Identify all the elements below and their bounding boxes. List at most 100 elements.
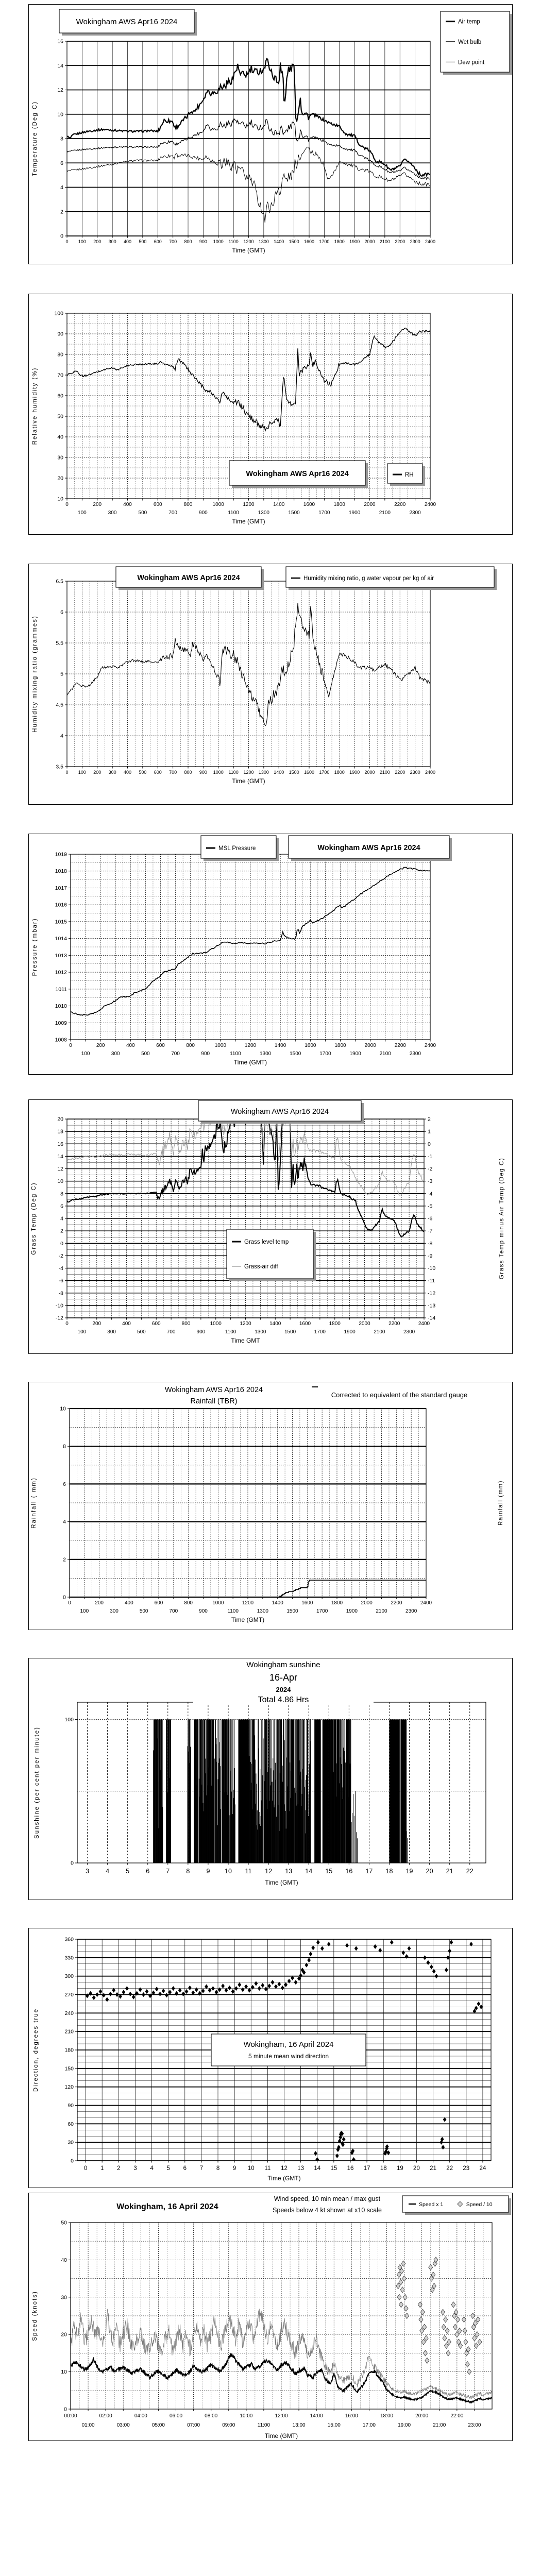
tick-label: 1400 <box>269 1321 281 1327</box>
tick-label: 500 <box>141 1051 150 1057</box>
tick-label: 14 <box>314 2165 320 2172</box>
tick-label: 6 <box>60 1203 63 1209</box>
tick-label: 330 <box>64 1955 74 1961</box>
tick-label: 2000 <box>364 239 375 244</box>
tick-label: 08:00 <box>205 2413 217 2419</box>
tick-label: 10 <box>61 2369 67 2375</box>
tick-label: 1200 <box>245 1043 257 1048</box>
chart-title-box: Corrected to equivalent of the standard … <box>331 1391 468 1399</box>
tick-label: 18 <box>57 1129 63 1135</box>
chart-title-box: Wokingham AWS Apr16 2024 Rainfall (TBR) <box>165 1386 263 1405</box>
tick-label: 700 <box>168 510 177 516</box>
y-axis-labels: 0 10 20 30 40 50 <box>61 2220 71 2413</box>
tick-label: 500 <box>139 510 147 516</box>
tick-label: 2200 <box>388 1321 400 1327</box>
tick-label: 4 <box>150 2165 154 2172</box>
tick-label: 1600 <box>304 770 314 775</box>
tick-label: 0 <box>71 2158 74 2164</box>
tick-label: 200 <box>92 1321 101 1327</box>
tick-label: 7 <box>166 1868 170 1875</box>
tick-label: 20 <box>413 2165 420 2172</box>
tick-label: 2 <box>63 1556 66 1563</box>
tick-label: 2 <box>60 209 63 215</box>
tick-label: 600 <box>156 1043 165 1048</box>
tick-label: 2200 <box>391 1600 402 1606</box>
chart-relative-humidity: 10 20 30 40 50 60 70 80 90 100 0 100 200 300 400 500 600… <box>28 294 513 535</box>
tick-label: 300 <box>109 239 116 244</box>
tick-label: 2200 <box>394 502 406 507</box>
tick-label: 100 <box>78 770 86 775</box>
tick-label: -12 <box>428 1290 435 1296</box>
x-axis-title: Time (GMT) <box>232 777 265 785</box>
chart-canvas-rain: 0246810010020030040050060070080090010001… <box>28 1382 513 1630</box>
tick-label: 13:00 <box>293 2422 306 2428</box>
x-axis-labels: 0100200300400500600700800900100011001200… <box>65 499 436 525</box>
tick-label: 8 <box>216 2165 219 2172</box>
x-axis-labels: 3 4 5 6 7 8 9 10 11 12 13 14 15 16 17 18 19 20 21 22 Time (G… <box>86 1863 474 1886</box>
tick-label: 0 <box>69 1043 72 1048</box>
tick-label: 2100 <box>376 1608 387 1614</box>
y-axis-title: Speed (knots) <box>32 2291 38 2341</box>
tick-label: 4.5 <box>56 702 63 708</box>
tick-label: 1600 <box>299 1321 311 1327</box>
chart-canvas-humidity: 1020304050607080901000100200300400500600… <box>28 294 513 535</box>
chart-title-box: Wind speed, 10 min mean / max gust Speeds… <box>273 2195 382 2214</box>
legend-box: Humidity mixing ratio, g water vapour pe… <box>285 566 497 590</box>
tick-label: 1200 <box>243 502 255 507</box>
series-10-min-mean <box>71 2352 492 2404</box>
tick-label: 1017 <box>55 885 67 891</box>
tick-label: 1700 <box>319 770 329 775</box>
tick-label: 0 <box>63 1595 66 1601</box>
tick-label: -7 <box>428 1228 432 1234</box>
tick-label: 1500 <box>289 770 299 775</box>
tick-label: 900 <box>201 1051 210 1057</box>
series-max-gust <box>71 2309 492 2399</box>
tick-label: 800 <box>186 1043 195 1048</box>
series-group <box>70 1580 426 1597</box>
tick-label: -11 <box>428 1278 435 1284</box>
legend-label: Speed / 10 <box>466 2201 493 2208</box>
tick-label: 1100 <box>227 1608 239 1614</box>
tick-label: 1600 <box>305 1043 316 1048</box>
chart-title: Wind speed, 10 min mean / max gust <box>274 2195 381 2202</box>
tick-label: 12 <box>57 87 63 93</box>
tick-label: 6 <box>60 609 63 616</box>
tick-label: 2200 <box>395 239 405 244</box>
tick-label: 300 <box>64 1973 74 1979</box>
tick-label: 400 <box>124 239 131 244</box>
series-speed-10 <box>396 2257 482 2375</box>
legend-box: Speed x 1 Speed / 10 <box>402 2195 511 2215</box>
tick-label: 2000 <box>364 502 376 507</box>
tick-label: 0 <box>428 1141 431 1147</box>
tick-label: 17 <box>365 1868 373 1875</box>
tick-label: 1500 <box>289 510 300 516</box>
tick-label: 22 <box>446 2165 453 2172</box>
tick-label: 1100 <box>225 1329 236 1335</box>
tick-label: 90 <box>67 2103 74 2109</box>
y-axis-title: Direction, degrees true <box>33 2008 39 2092</box>
tick-label: 1800 <box>334 502 346 507</box>
legend-label: Wet bulb <box>458 39 481 45</box>
tick-label: 0 <box>65 1321 69 1327</box>
tick-label: 100 <box>64 1717 74 1723</box>
legend-label: Grass-air diff <box>244 1264 278 1270</box>
tick-label: 1400 <box>274 239 284 244</box>
tick-label: 20:00 <box>415 2413 428 2419</box>
tick-label: 500 <box>139 770 146 775</box>
tick-label: 30 <box>67 2140 74 2146</box>
tick-label: 0 <box>84 2165 87 2172</box>
tick-label: 1500 <box>290 1051 301 1057</box>
series-msl-pressure <box>71 867 430 1016</box>
series-rainfall <box>70 1580 426 1597</box>
chart-wind-speed: 0 10 20 30 40 50 00:00 01:00 02:00 03:00 04:00 05:0… <box>28 2193 513 2441</box>
y-axis-labels: 0 2 4 6 8 10 12 14 16 <box>57 39 67 240</box>
tick-label: 20 <box>57 476 63 482</box>
tick-label: 2100 <box>380 1051 392 1057</box>
y-axis-labels: 1008 1009 1010 1011 1012 1013 1014 1015 1016 1017… <box>55 852 71 1043</box>
tick-label: 900 <box>199 1608 208 1614</box>
tick-label: 10 <box>225 1868 232 1875</box>
tick-label: 1400 <box>275 1043 286 1048</box>
tick-label: 700 <box>171 1051 180 1057</box>
